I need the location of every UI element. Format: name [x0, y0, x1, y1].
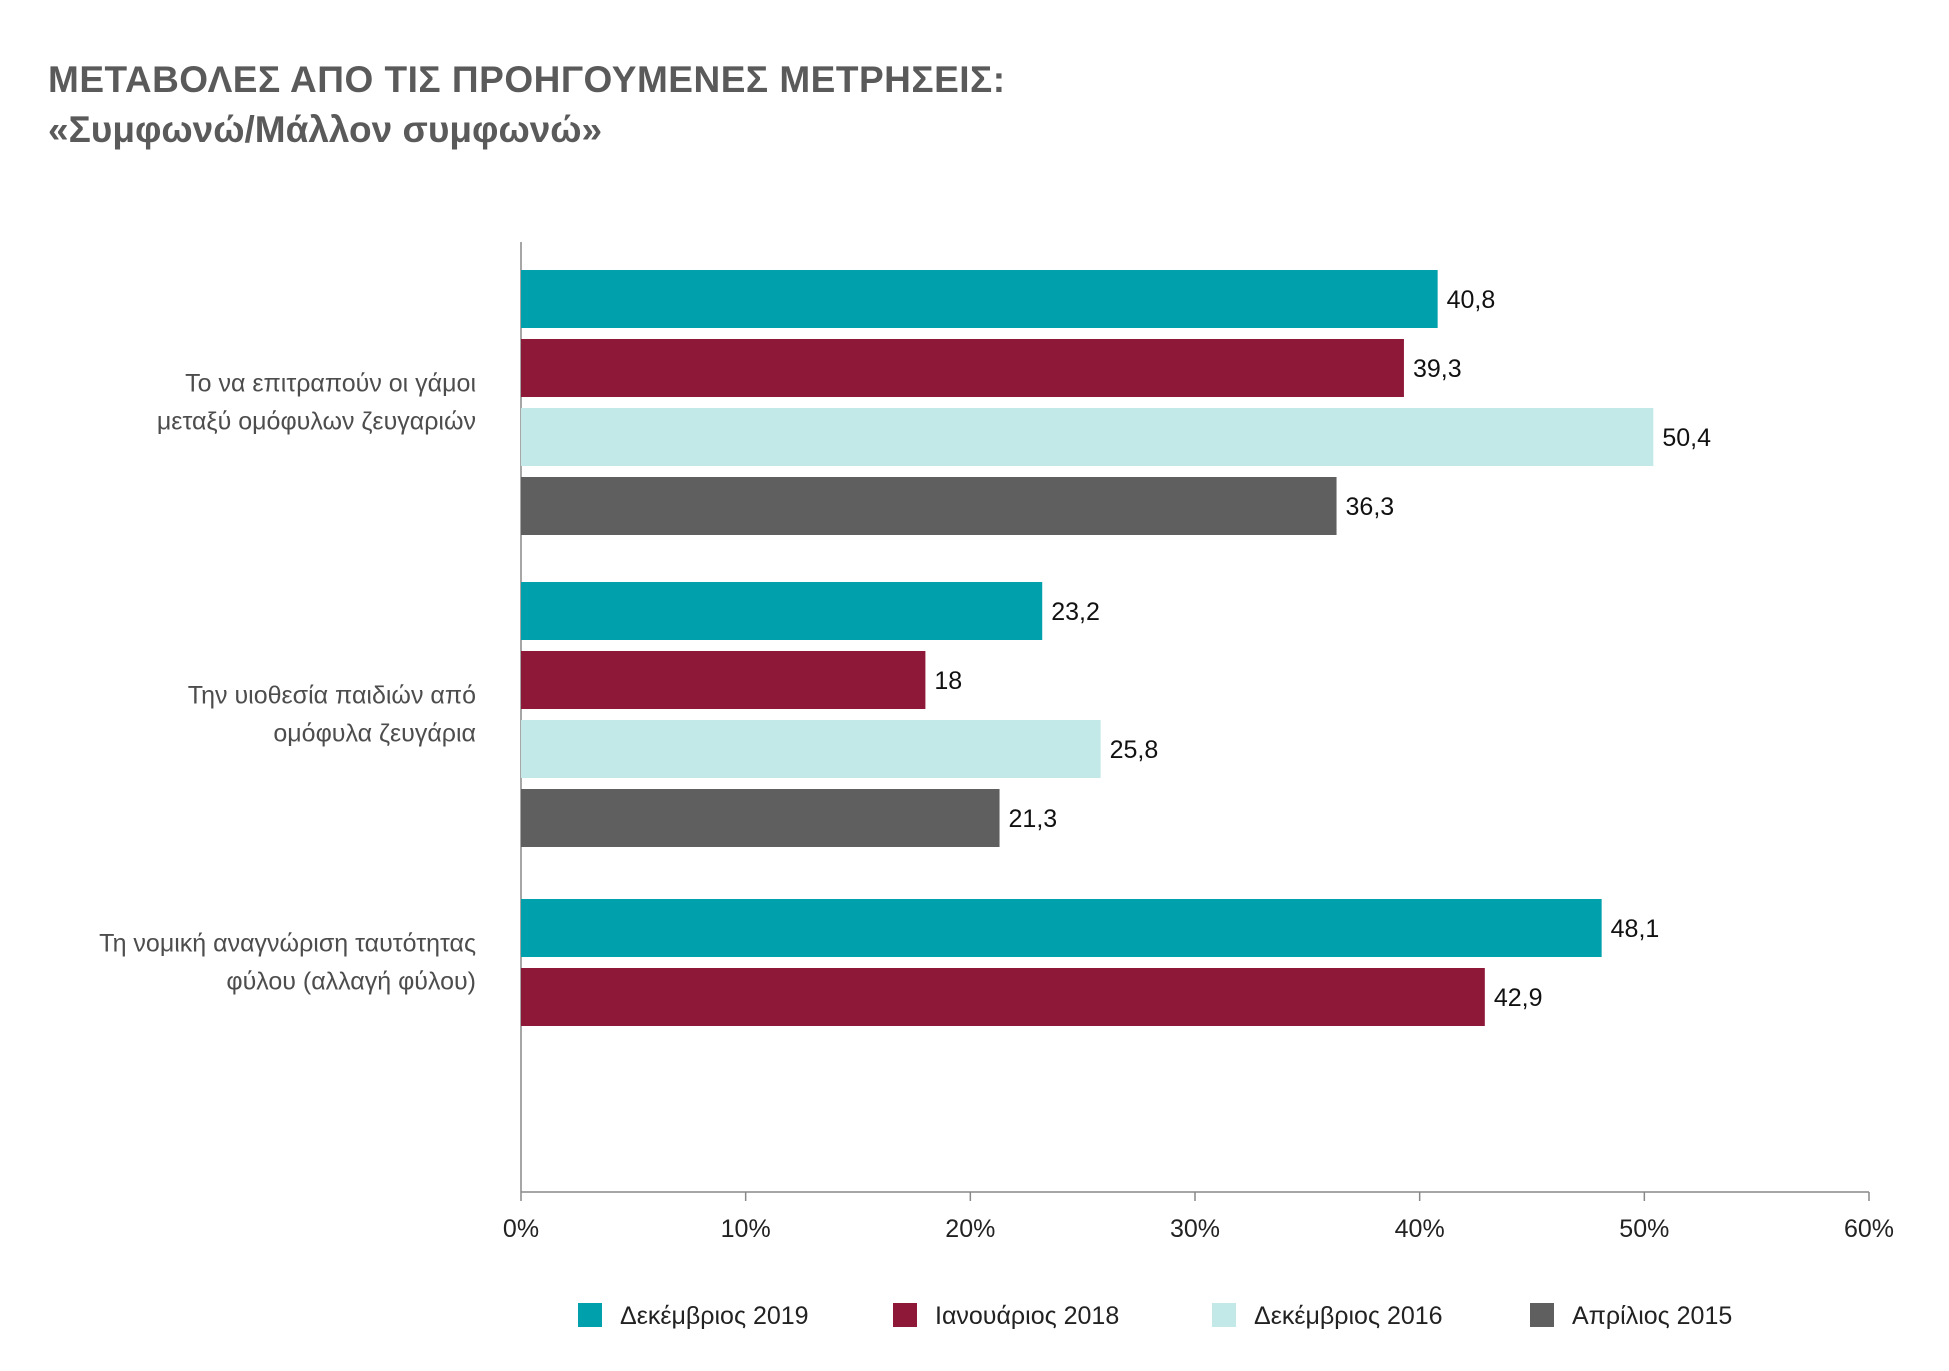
- x-tick-label: 20%: [945, 1215, 995, 1243]
- data-label: 39,3: [1413, 355, 1462, 383]
- bar: [521, 720, 1101, 778]
- data-label: 36,3: [1346, 493, 1395, 521]
- chart-title-line2: «Συμφωνώ/Μάλλον συμφωνώ»: [48, 109, 603, 150]
- bar: [521, 651, 926, 709]
- legend-swatch: [1212, 1303, 1236, 1327]
- legend-label: Δεκέμβριος 2019: [620, 1302, 809, 1330]
- bar: [521, 789, 1000, 847]
- category-label: ομόφυλα ζευγάρια: [273, 720, 476, 748]
- bar: [521, 477, 1337, 535]
- bar: [521, 339, 1404, 397]
- category-label: Το να επιτραπούν οι γάμοι: [185, 370, 476, 398]
- data-label: 50,4: [1662, 424, 1711, 452]
- category-label: μεταξύ ομόφυλων ζευγαριών: [157, 408, 476, 436]
- data-label: 25,8: [1110, 736, 1159, 764]
- data-label: 18: [934, 667, 962, 695]
- x-tick-label: 50%: [1619, 1215, 1669, 1243]
- category-label: φύλου (αλλαγή φύλου): [226, 968, 476, 996]
- bar: [521, 968, 1485, 1026]
- data-label: 21,3: [1009, 805, 1058, 833]
- bar: [521, 582, 1043, 640]
- x-tick-label: 40%: [1395, 1215, 1445, 1243]
- x-tick-label: 60%: [1844, 1215, 1894, 1243]
- chart-title-line1: ΜΕΤΑΒΟΛΕΣ ΑΠΟ ΤΙΣ ΠΡΟΗΓΟΥΜΕΝΕΣ ΜΕΤΡΗΣΕΙΣ…: [48, 59, 1006, 100]
- x-tick-label: 0%: [503, 1215, 539, 1243]
- data-label: 48,1: [1611, 915, 1660, 943]
- category-label: Τη νομική αναγνώριση ταυτότητας: [99, 930, 476, 958]
- legend-label: Απρίλιος 2015: [1572, 1302, 1732, 1330]
- data-label: 23,2: [1051, 598, 1100, 626]
- legend-label: Δεκέμβριος 2016: [1254, 1302, 1443, 1330]
- x-tick-label: 10%: [721, 1215, 771, 1243]
- category-label: Την υιοθεσία παιδιών από: [188, 682, 476, 710]
- bar: [521, 408, 1654, 466]
- chart-title: ΜΕΤΑΒΟΛΕΣ ΑΠΟ ΤΙΣ ΠΡΟΗΓΟΥΜΕΝΕΣ ΜΕΤΡΗΣΕΙΣ…: [48, 56, 1006, 156]
- data-label: 42,9: [1494, 984, 1543, 1012]
- data-label: 40,8: [1447, 286, 1496, 314]
- bar: [521, 270, 1438, 328]
- bar: [521, 899, 1602, 957]
- legend-swatch: [578, 1303, 602, 1327]
- legend-swatch: [1530, 1303, 1554, 1327]
- legend-swatch: [893, 1303, 917, 1327]
- legend-label: Ιανουάριος 2018: [935, 1302, 1119, 1330]
- x-tick-label: 30%: [1170, 1215, 1220, 1243]
